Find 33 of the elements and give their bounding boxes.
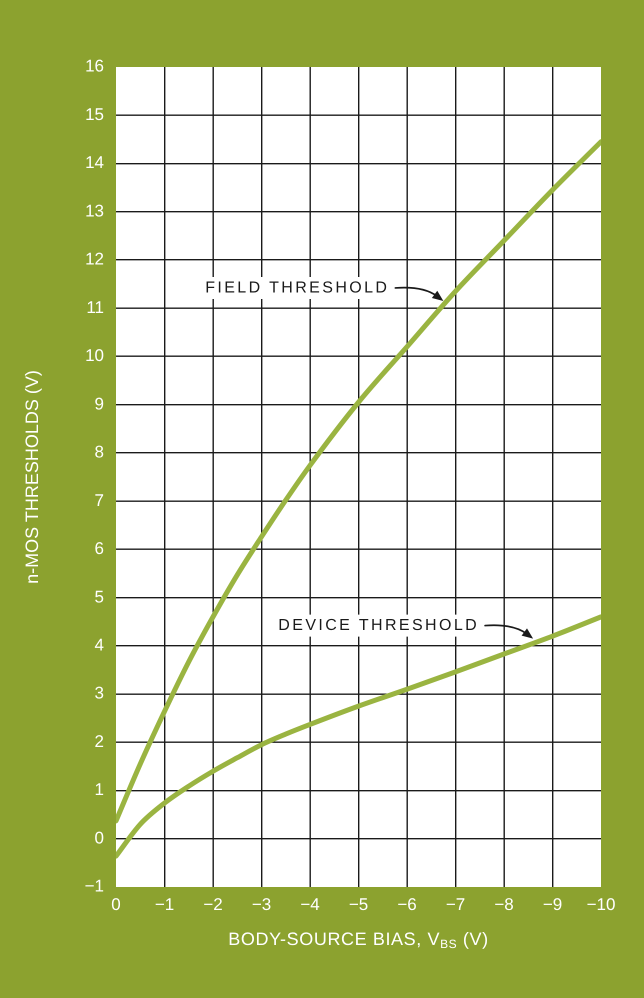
y-tick-label: 16 <box>85 56 104 76</box>
y-tick-label: −1 <box>84 876 104 896</box>
x-tick-label: −3 <box>252 894 272 914</box>
x-tick-label: −8 <box>494 894 514 914</box>
y-tick-label: 5 <box>94 587 104 606</box>
y-tick-label: 8 <box>94 442 104 462</box>
y-tick-label: 4 <box>94 636 104 655</box>
x-tick-label: −1 <box>154 894 174 914</box>
y-tick-label: 2 <box>94 732 104 751</box>
x-tick-label: −4 <box>300 894 320 914</box>
x-axis-title: BODY-SOURCE BIAS, V$_{BS}$ (V) <box>227 928 490 951</box>
y-tick-label: 3 <box>94 684 104 703</box>
y-tick-label: 0 <box>94 828 104 848</box>
y-tick-label: 10 <box>85 346 104 366</box>
x-tick-label: −9 <box>542 894 562 914</box>
annotation: FIELD THRESHOLD <box>205 279 390 296</box>
y-tick-label: 11 <box>86 298 104 317</box>
x-tick-label: −7 <box>446 894 466 914</box>
y-tick-label: 6 <box>94 539 104 558</box>
x-tick-label: −10 <box>586 894 616 914</box>
y-axis-title: n-MOS THRESHOLDS (V) <box>22 370 42 584</box>
annotation: DEVICE THRESHOLD <box>278 616 480 634</box>
y-tick-label: 7 <box>94 490 104 510</box>
x-tick-label: −6 <box>397 894 417 914</box>
y-tick-label: 9 <box>94 394 104 414</box>
x-tick-label: 0 <box>111 894 121 914</box>
y-tick-label: 15 <box>85 104 104 124</box>
y-tick-label: 14 <box>85 153 104 172</box>
x-tick-label: −2 <box>203 894 223 914</box>
y-tick-label: 13 <box>85 201 104 220</box>
x-tick-label: −5 <box>348 894 368 914</box>
y-tick-label: 12 <box>85 250 104 269</box>
y-tick-label: 1 <box>94 780 104 800</box>
